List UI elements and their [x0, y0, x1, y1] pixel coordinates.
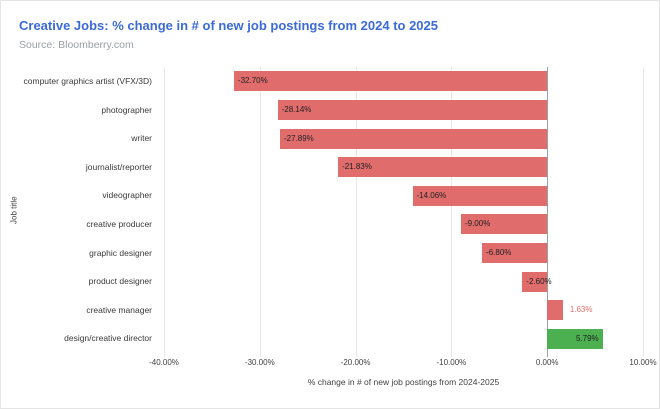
value-label: -21.83%: [342, 162, 372, 172]
x-tick-label: 0.00%: [535, 358, 559, 367]
bar: -21.83%: [338, 157, 548, 178]
category-label: graphic designer: [89, 247, 152, 258]
category-axis: computer graphics artist (VFX/3D) photogr…: [13, 67, 158, 353]
bar: -27.89%: [280, 128, 548, 149]
chart-source: Source: Bloomberry.com: [19, 39, 134, 51]
category-label: product designer: [88, 276, 152, 287]
x-tick-label: 10.00%: [629, 358, 657, 367]
value-label: -6.80%: [486, 247, 512, 257]
bar: -14.06%: [412, 185, 548, 206]
bar: -9.00%: [460, 214, 548, 235]
category-label: creative manager: [86, 304, 152, 315]
x-tick-label: -40.00%: [149, 358, 179, 367]
bar: -6.80%: [482, 242, 548, 263]
category-label: photographer: [101, 104, 152, 115]
x-tick-label: -10.00%: [436, 358, 467, 367]
category-label: design/creative director: [64, 333, 152, 344]
gridline: [643, 67, 644, 357]
plot-area: -32.70% -28.14% -27.89% -21.83% -14.06% -9.00…: [164, 67, 644, 357]
bar: 5.79%: [547, 328, 603, 349]
bar: [547, 300, 563, 321]
value-label: -14.06%: [416, 190, 447, 200]
category-label: computer graphics artist (VFX/3D): [23, 75, 152, 86]
x-tick-label: -30.00%: [244, 358, 275, 367]
x-axis-title: % change in # of new job postings from 2…: [307, 377, 500, 387]
bar: -28.14%: [277, 99, 548, 120]
value-label: 5.79%: [575, 333, 599, 343]
zero-gridline: [547, 67, 549, 357]
value-label: -28.14%: [281, 104, 312, 114]
category-label: videographer: [102, 190, 152, 201]
category-label: journalist/reporter: [85, 161, 152, 172]
value-label: -2.60%: [526, 276, 552, 286]
bar: -32.70%: [233, 71, 548, 92]
gridline: [259, 67, 261, 357]
gridline: [451, 67, 453, 357]
value-label: -27.89%: [284, 133, 314, 143]
category-label: creative producer: [86, 218, 152, 229]
x-axis-ticks: -40.00% -30.00% -20.00% -10.00% 0.00% 10.00%: [149, 358, 656, 370]
gridline: [355, 67, 357, 357]
value-label: 1.63%: [569, 304, 593, 314]
value-label: -9.00%: [464, 219, 491, 229]
value-label: -32.70%: [237, 76, 268, 86]
chart-title: Creative Jobs: % change in # of new job …: [19, 18, 438, 33]
x-tick-label: -20.00%: [340, 358, 371, 367]
gridline: [164, 67, 165, 357]
category-label: writer: [131, 133, 152, 144]
bar: -2.60%: [522, 271, 552, 292]
